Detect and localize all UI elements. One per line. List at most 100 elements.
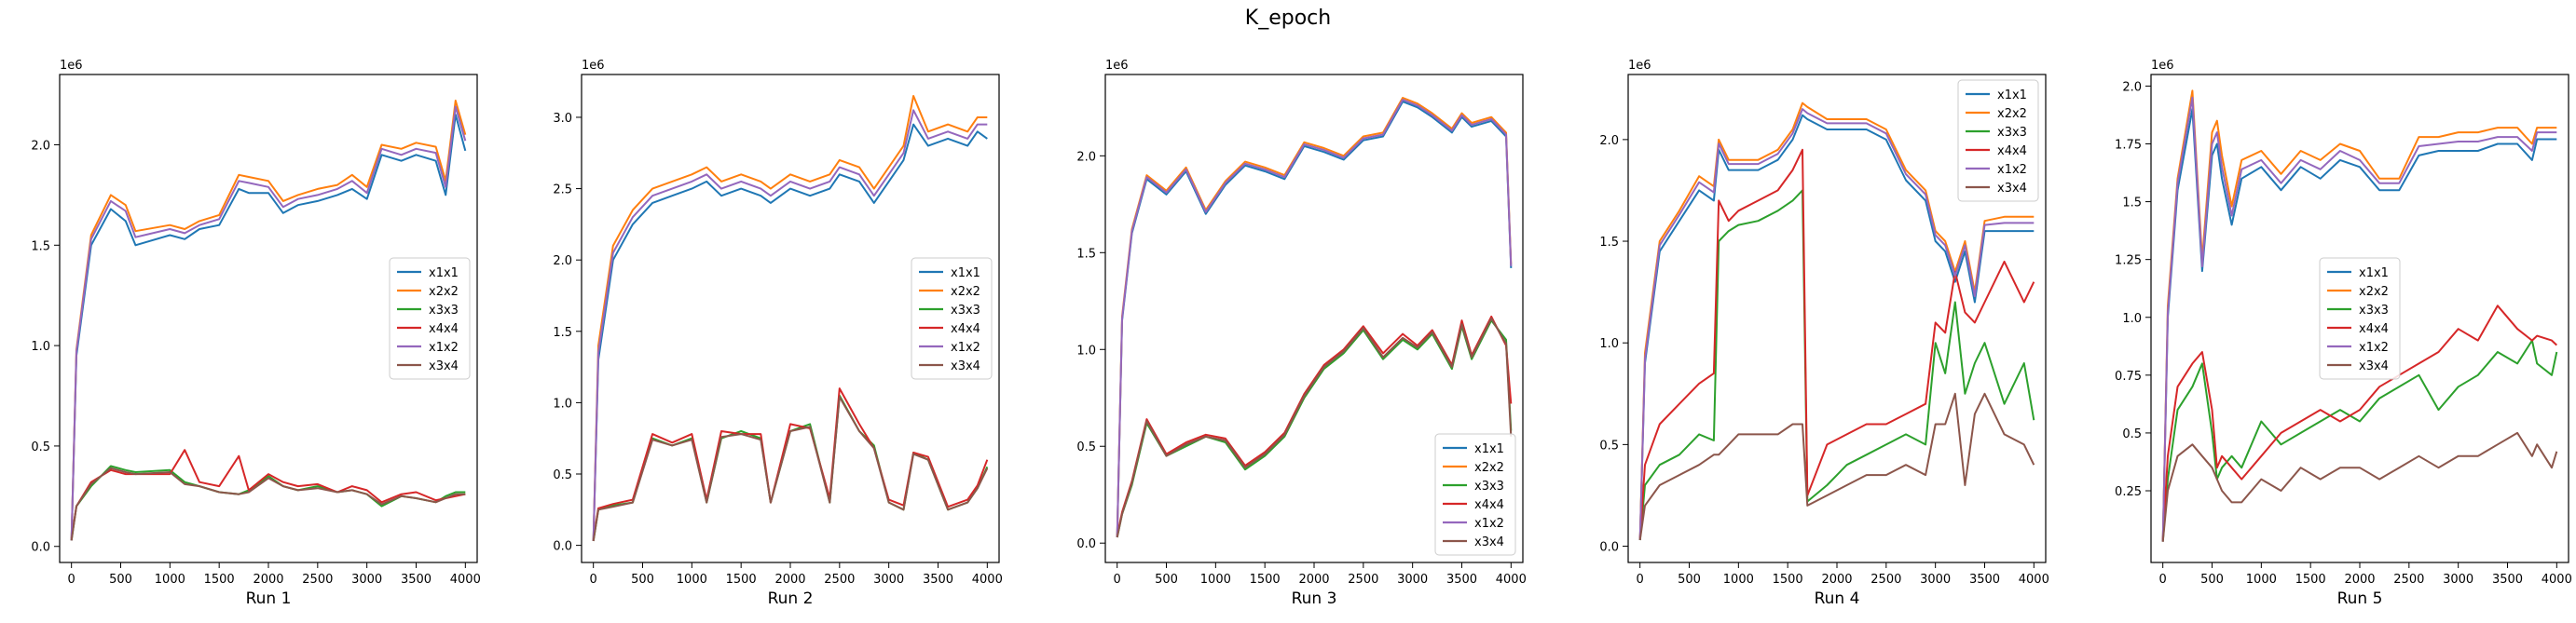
x-tick-label: 2500: [824, 573, 855, 587]
x-tick-label: 3000: [1397, 573, 1428, 587]
legend-label-x2x2: x2x2: [1997, 107, 2027, 121]
legend: x1x1 x2x2 x3x3 x4x4 x1x2 x3x4: [1957, 79, 2039, 202]
legend-label-x1x2: x1x2: [429, 341, 459, 355]
x-tick-label: 3500: [1446, 573, 1477, 587]
x-tick-label: 2500: [2393, 573, 2424, 587]
x-tick-label: 1500: [726, 573, 757, 587]
x-tick-label: 0: [68, 573, 75, 587]
chart-panel-3: 0 500 1000 1500 2000 2500 3000 3500 4000 0.0 0.5 1.…: [1076, 59, 1527, 608]
legend-label-x3x4: x3x4: [2359, 359, 2389, 373]
x-tick-label: 1500: [2295, 573, 2326, 587]
chart-panel-2: 0 500 1000 1500 2000 2500 3000 3500 4000 0.0 0.5 1.…: [553, 59, 1003, 608]
legend-label-x2x2: x2x2: [951, 285, 980, 299]
series-line-x1x1: [592, 123, 988, 542]
x-tick-label: 3000: [351, 573, 382, 587]
legend: x1x1 x2x2 x3x3 x4x4 x1x2 x3x4: [1434, 433, 1516, 556]
legend-label-x1x2: x1x2: [2359, 341, 2389, 355]
series-line-x4x4: [70, 449, 466, 539]
x-tick-label: 1500: [204, 573, 235, 587]
x-tick-label: 4000: [2019, 573, 2049, 587]
x-tick-label: 3500: [1969, 573, 2000, 587]
y-tick-label: 2.0: [1076, 150, 1096, 164]
x-axis-label: Run 1: [246, 589, 292, 608]
series-line-x3x4: [1116, 318, 1513, 538]
series-line-x3x4: [592, 396, 989, 542]
x-tick-label: 4000: [450, 573, 481, 587]
y-tick-label: 1.75: [2115, 139, 2142, 153]
legend-label-x2x2: x2x2: [429, 285, 459, 299]
legend-box: [2319, 257, 2401, 380]
legend-box: [389, 257, 471, 380]
y-tick-label: 1.25: [2115, 254, 2142, 268]
x-tick-label: 2500: [1348, 573, 1378, 587]
y-tick-label: 1.5: [1076, 247, 1096, 261]
legend: x1x1 x2x2 x3x3 x4x4 x1x2 x3x4: [389, 257, 471, 380]
y-tick-label: 1.5: [31, 239, 50, 253]
series-line-x4x4: [2161, 305, 2557, 540]
x-tick-label: 0: [2159, 573, 2167, 587]
legend-label-x1x1: x1x1: [951, 266, 980, 280]
series-line-x4x4: [1638, 148, 2035, 538]
x-tick-label: 2000: [1298, 573, 1329, 587]
legend-label-x1x1: x1x1: [429, 266, 459, 280]
legend-label-x2x2: x2x2: [2359, 285, 2389, 299]
legend-label-x1x2: x1x2: [951, 341, 980, 355]
legend-label-x1x1: x1x1: [2359, 266, 2389, 280]
series-line-x2x2: [592, 95, 988, 542]
y-tick-label: 1.0: [553, 397, 572, 411]
y-tick-label: 2.5: [553, 183, 572, 197]
legend: x1x1 x2x2 x3x3 x4x4 x1x2 x3x4: [2319, 257, 2401, 380]
y-tick-label: 0.0: [1599, 541, 1619, 555]
x-tick-label: 500: [1155, 573, 1178, 587]
x-tick-label: 1000: [677, 573, 707, 587]
x-tick-label: 4000: [972, 573, 1003, 587]
series-line-x3x3: [1638, 189, 2035, 541]
series-line-x1x2: [592, 109, 988, 542]
series-line-x2x2: [1116, 97, 1513, 538]
y-tick-label: 1.0: [1599, 337, 1619, 351]
legend-label-x3x4: x3x4: [951, 359, 980, 373]
series-line-x3x3: [592, 394, 989, 542]
plot-frame: [1104, 74, 1524, 563]
figure-title: K_epoch: [1245, 7, 1331, 30]
legend-label-x3x3: x3x3: [429, 304, 459, 318]
legend: x1x1 x2x2 x3x3 x4x4 x1x2 x3x4: [911, 257, 993, 380]
y-tick-label: 0.0: [31, 541, 50, 555]
chart-panel-1: 0 500 1000 1500 2000 2500 3000 3500 4000 0.0 0.5 1.…: [31, 59, 481, 608]
y-tick-label: 0.25: [2115, 485, 2142, 499]
legend-label-x3x4: x3x4: [429, 359, 459, 373]
series-line-x1x2: [1116, 99, 1513, 538]
y-tick-label: 0.5: [2122, 427, 2142, 441]
x-tick-label: 0: [590, 573, 597, 587]
scale-label: 1e6: [582, 59, 605, 73]
series-line-x1x2: [70, 105, 467, 541]
legend-label-x1x2: x1x2: [1474, 517, 1504, 531]
legend-label-x1x2: x1x2: [1997, 163, 2027, 177]
y-tick-label: 3.0: [553, 112, 572, 126]
series-line-x3x4: [70, 467, 466, 541]
x-tick-label: 500: [631, 573, 654, 587]
y-tick-label: 1.0: [2122, 312, 2142, 326]
x-axis-label: Run 5: [2337, 589, 2383, 608]
legend-label-x1x1: x1x1: [1474, 442, 1504, 456]
x-tick-label: 1000: [2246, 573, 2277, 587]
series-line-x2x2: [70, 100, 467, 541]
scale-label: 1e6: [1105, 59, 1129, 73]
y-tick-label: 0.5: [1599, 439, 1619, 453]
legend-label-x3x4: x3x4: [1474, 535, 1504, 549]
x-tick-label: 2000: [253, 573, 283, 587]
y-tick-label: 0.0: [1076, 537, 1096, 551]
x-axis-label: Run 2: [768, 589, 814, 608]
y-tick-label: 0.5: [1076, 440, 1096, 454]
x-tick-label: 1500: [1773, 573, 1803, 587]
x-tick-label: 500: [109, 573, 132, 587]
x-tick-label: 2000: [1821, 573, 1852, 587]
x-tick-label: 3000: [1920, 573, 1951, 587]
x-tick-label: 0: [1637, 573, 1644, 587]
y-tick-label: 0.5: [553, 468, 572, 482]
x-tick-label: 3000: [2443, 573, 2473, 587]
y-tick-label: 1.5: [2122, 196, 2142, 210]
x-tick-label: 4000: [2542, 573, 2572, 587]
y-tick-label: 2.0: [31, 139, 50, 153]
y-tick-label: 1.0: [1076, 344, 1096, 358]
